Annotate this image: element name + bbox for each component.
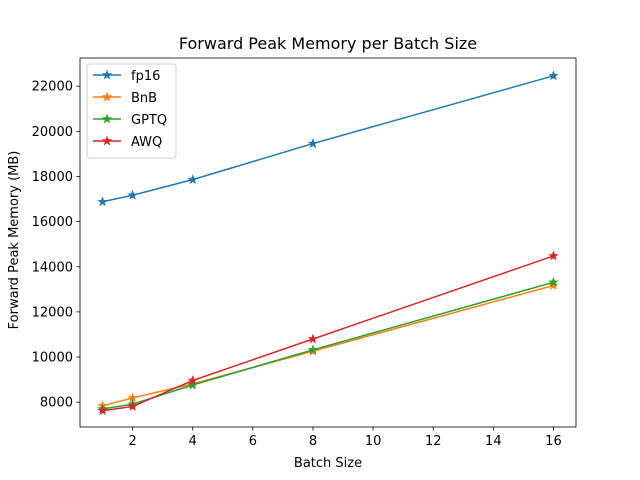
legend-item: GPTQ	[93, 113, 167, 128]
x-axis-label: Batch Size	[294, 456, 362, 471]
x-axis: 2 4 6 8 10 12 14 16	[128, 427, 562, 449]
data-point	[127, 400, 138, 411]
series-awq	[97, 250, 559, 416]
y-axis: 8000 10000 12000 14000 16000 18000 20000 22000	[32, 80, 80, 411]
x-tick-label: 16	[545, 434, 562, 449]
data-point	[97, 405, 108, 416]
plot-area	[79, 57, 577, 428]
x-tick-label: 4	[189, 434, 197, 449]
data-point	[127, 189, 138, 200]
legend-label: fp16	[131, 69, 160, 84]
legend-marker	[101, 69, 113, 80]
data-point	[307, 344, 319, 355]
data-point	[548, 276, 559, 287]
data-point	[187, 174, 198, 185]
legend-label: AWQ	[131, 135, 162, 150]
y-tick-label: 22000	[32, 80, 73, 95]
data-point	[97, 196, 108, 207]
y-tick-label: 16000	[32, 215, 73, 230]
x-tick-label: 14	[485, 434, 502, 449]
legend-item: AWQ	[93, 135, 162, 150]
data-point	[307, 333, 319, 344]
y-tick-label: 10000	[32, 351, 73, 366]
data-point	[548, 280, 559, 290]
x-tick-label: 2	[128, 434, 136, 449]
legend-box	[86, 63, 177, 159]
x-tick-label: 10	[365, 434, 382, 449]
legend: fp16 BnB GPTQ AWQ	[86, 63, 177, 159]
x-tick-label: 12	[425, 434, 442, 449]
y-tick-label: 20000	[32, 125, 73, 140]
legend-label: BnB	[131, 91, 157, 106]
legend-label: GPTQ	[131, 113, 167, 128]
legend-item: fp16	[93, 69, 160, 84]
y-tick-label: 14000	[32, 260, 73, 275]
y-tick-label: 8000	[40, 396, 73, 411]
series-fp16	[97, 70, 559, 207]
data-point	[187, 375, 198, 385]
legend-marker	[101, 113, 113, 124]
legend-marker	[101, 91, 113, 102]
data-point	[548, 70, 559, 81]
y-axis-label: Forward Peak Memory (MB)	[7, 151, 22, 330]
legend-marker	[101, 135, 113, 146]
axes-frame	[79, 57, 577, 428]
chart-title: Forward Peak Memory per Batch Size	[179, 34, 477, 53]
data-point	[187, 379, 198, 390]
data-point	[548, 250, 559, 261]
y-tick-label: 12000	[32, 305, 73, 320]
x-tick-label: 8	[309, 434, 317, 449]
legend-item: BnB	[93, 91, 157, 106]
data-point	[307, 138, 319, 148]
x-tick-label: 6	[249, 434, 257, 449]
y-tick-label: 18000	[32, 170, 73, 185]
